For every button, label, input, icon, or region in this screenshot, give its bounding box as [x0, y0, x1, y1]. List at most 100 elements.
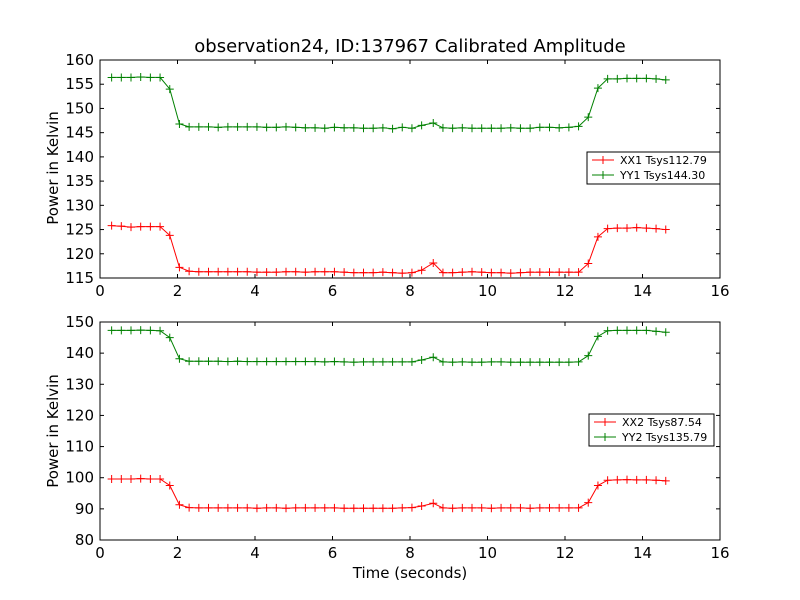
- top-y-tick-label: 135: [65, 172, 94, 190]
- bottom-series-2-point: [301, 357, 310, 366]
- top-series-2-point: [623, 74, 631, 83]
- bottom-series-2-point: [417, 355, 426, 364]
- top-series-1-point: [545, 268, 554, 277]
- top-series-2-point: [388, 124, 397, 133]
- bottom-series-1-point: [555, 503, 564, 512]
- top-series-2-point: [555, 123, 564, 132]
- bottom-series-1-point: [320, 503, 329, 512]
- top-series-1-point: [349, 268, 358, 277]
- bottom-series-2-point: [593, 332, 602, 341]
- bottom-series-1-point: [214, 503, 223, 512]
- bottom-series-1-point: [398, 503, 407, 512]
- bottom-series-1-point: [330, 503, 339, 512]
- top-series-2-point: [398, 123, 407, 132]
- top-series-2-point: [429, 118, 438, 127]
- top-series-2-point: [642, 74, 651, 83]
- top-x-tick-label: 2: [173, 282, 183, 300]
- bottom-series-1-point: [593, 481, 602, 490]
- bottom-x-tick-label: 8: [405, 544, 415, 562]
- top-series-2-point: [545, 123, 554, 132]
- bottom-series-1-point: [652, 476, 661, 485]
- bottom-series-2-point: [262, 357, 271, 366]
- bottom-series-1-point: [349, 504, 358, 513]
- bottom-series-2-point: [438, 357, 447, 366]
- top-series-1-point: [146, 222, 155, 231]
- top-series-1-point: [369, 268, 378, 277]
- top-series-1-point: [233, 267, 242, 276]
- bottom-series-2-point: [613, 326, 622, 335]
- top-series-2-point: [156, 73, 165, 82]
- bottom-series-2-point: [398, 357, 407, 366]
- bottom-series-1-point: [311, 503, 320, 512]
- bottom-series-1-point: [185, 503, 194, 512]
- bottom-series-2-point: [156, 326, 165, 335]
- bottom-series-2-point: [252, 357, 261, 366]
- bottom-series-2-point: [194, 357, 203, 366]
- bottom-series-2-point: [623, 326, 631, 335]
- bottom-x-tick-label: 0: [95, 544, 105, 562]
- top-series-2-point: [468, 124, 476, 133]
- bottom-legend-label: YY2 Tsys135.79: [621, 431, 707, 444]
- top-series-1-point: [526, 268, 535, 277]
- top-series-1-point: [320, 267, 329, 276]
- bottom-series-1-point: [468, 503, 476, 512]
- top-series-2-point: [272, 123, 281, 132]
- top-series-2-point: [214, 123, 223, 132]
- bottom-series-1-point: [584, 498, 593, 507]
- bottom-series-1-point: [506, 503, 515, 512]
- top-series-2-point: [136, 72, 145, 81]
- top-series-2-point: [477, 124, 486, 133]
- top-series-2-point: [146, 73, 155, 82]
- bottom-series-2-point: [282, 357, 290, 366]
- bottom-series-2-point: [185, 357, 194, 366]
- bottom-series-1-point: [146, 474, 155, 483]
- bottom-series-1-point: [165, 481, 174, 490]
- bottom-series-2-point: [516, 358, 525, 367]
- bottom-series-2-point: [330, 357, 339, 366]
- top-series-2-point: [204, 122, 213, 131]
- top-series-2-point: [497, 124, 506, 133]
- bottom-series-1-point: [156, 474, 165, 483]
- bottom-series-2-point: [107, 326, 116, 335]
- bottom-series-2-point: [320, 357, 329, 366]
- top-series-1-point: [417, 266, 426, 275]
- top-series-1-point: [632, 223, 641, 232]
- top-series-1-point: [584, 259, 593, 268]
- top-series-1-point: [593, 232, 602, 241]
- top-legend-swatch-marker: [599, 156, 607, 164]
- bottom-series-2-point: [642, 326, 651, 335]
- top-series-2-point: [282, 122, 290, 131]
- top-series-2-point: [301, 123, 310, 132]
- top-series-1-point: [340, 268, 349, 277]
- top-series-2-point: [359, 124, 368, 133]
- bottom-series-1-point: [477, 503, 486, 512]
- bottom-series-2-point: [243, 357, 252, 366]
- top-x-tick-label: 6: [328, 282, 338, 300]
- top-legend: [586, 151, 721, 185]
- top-series-2-point: [127, 73, 135, 82]
- top-y-tick-label: 150: [65, 99, 94, 117]
- bottom-x-tick-label: 4: [250, 544, 260, 562]
- bottom-series-2-point: [349, 358, 358, 367]
- bottom-series-1-point: [136, 474, 145, 483]
- top-series-1-point: [468, 267, 476, 276]
- top-chart: observation24, ID:137967 Calibrated Ampl…: [44, 36, 730, 300]
- bottom-series-2-point: [661, 328, 670, 337]
- bottom-series-1-point: [369, 504, 378, 513]
- top-series-2-point: [223, 122, 232, 131]
- bottom-series-1-point: [252, 504, 261, 513]
- bottom-series-2-point: [506, 358, 515, 367]
- bottom-series-2-point: [584, 351, 593, 360]
- bottom-series-1-point: [282, 504, 290, 513]
- bottom-series-1-point: [448, 504, 457, 513]
- bottom-series-2-point: [407, 357, 416, 366]
- top-series-1-point: [642, 224, 651, 233]
- bottom-x-tick-label: 12: [555, 544, 574, 562]
- top-series-1-point: [458, 268, 467, 277]
- bottom-series-2-point: [564, 358, 573, 367]
- bottom-series-2-point: [359, 357, 368, 366]
- top-y-tick-label: 140: [65, 148, 94, 166]
- bottom-series-1-point: [574, 503, 583, 512]
- bottom-chart: Power in Kelvin Time (seconds) 0 2 4 6 8 10 12…: [44, 313, 730, 582]
- bottom-chart-xlabel: Time (seconds): [352, 564, 468, 582]
